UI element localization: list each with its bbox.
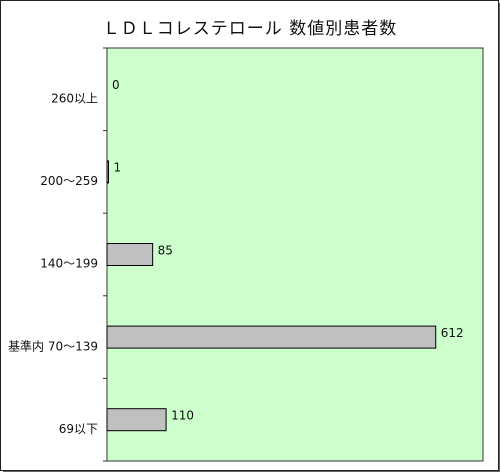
y-tick-label: 200～259 [40,174,98,188]
bar [106,408,167,432]
y-tick-label: 69以下 [59,422,98,436]
y-tick-label: 260以上 [51,92,98,106]
data-label: 85 [158,243,173,257]
chart-title: ＬＤＬコレステロール 数値別患者数 [102,19,398,39]
bar [106,243,154,266]
bar [106,325,437,349]
y-tick-label: 140～199 [40,257,98,271]
bar [106,160,109,184]
plot-area [106,47,484,462]
data-label: 1 [114,161,122,175]
data-label: 0 [112,78,120,92]
data-label: 110 [171,408,194,422]
data-label: 612 [441,326,464,340]
y-tick-label: 基準内 70～139 [8,338,98,353]
